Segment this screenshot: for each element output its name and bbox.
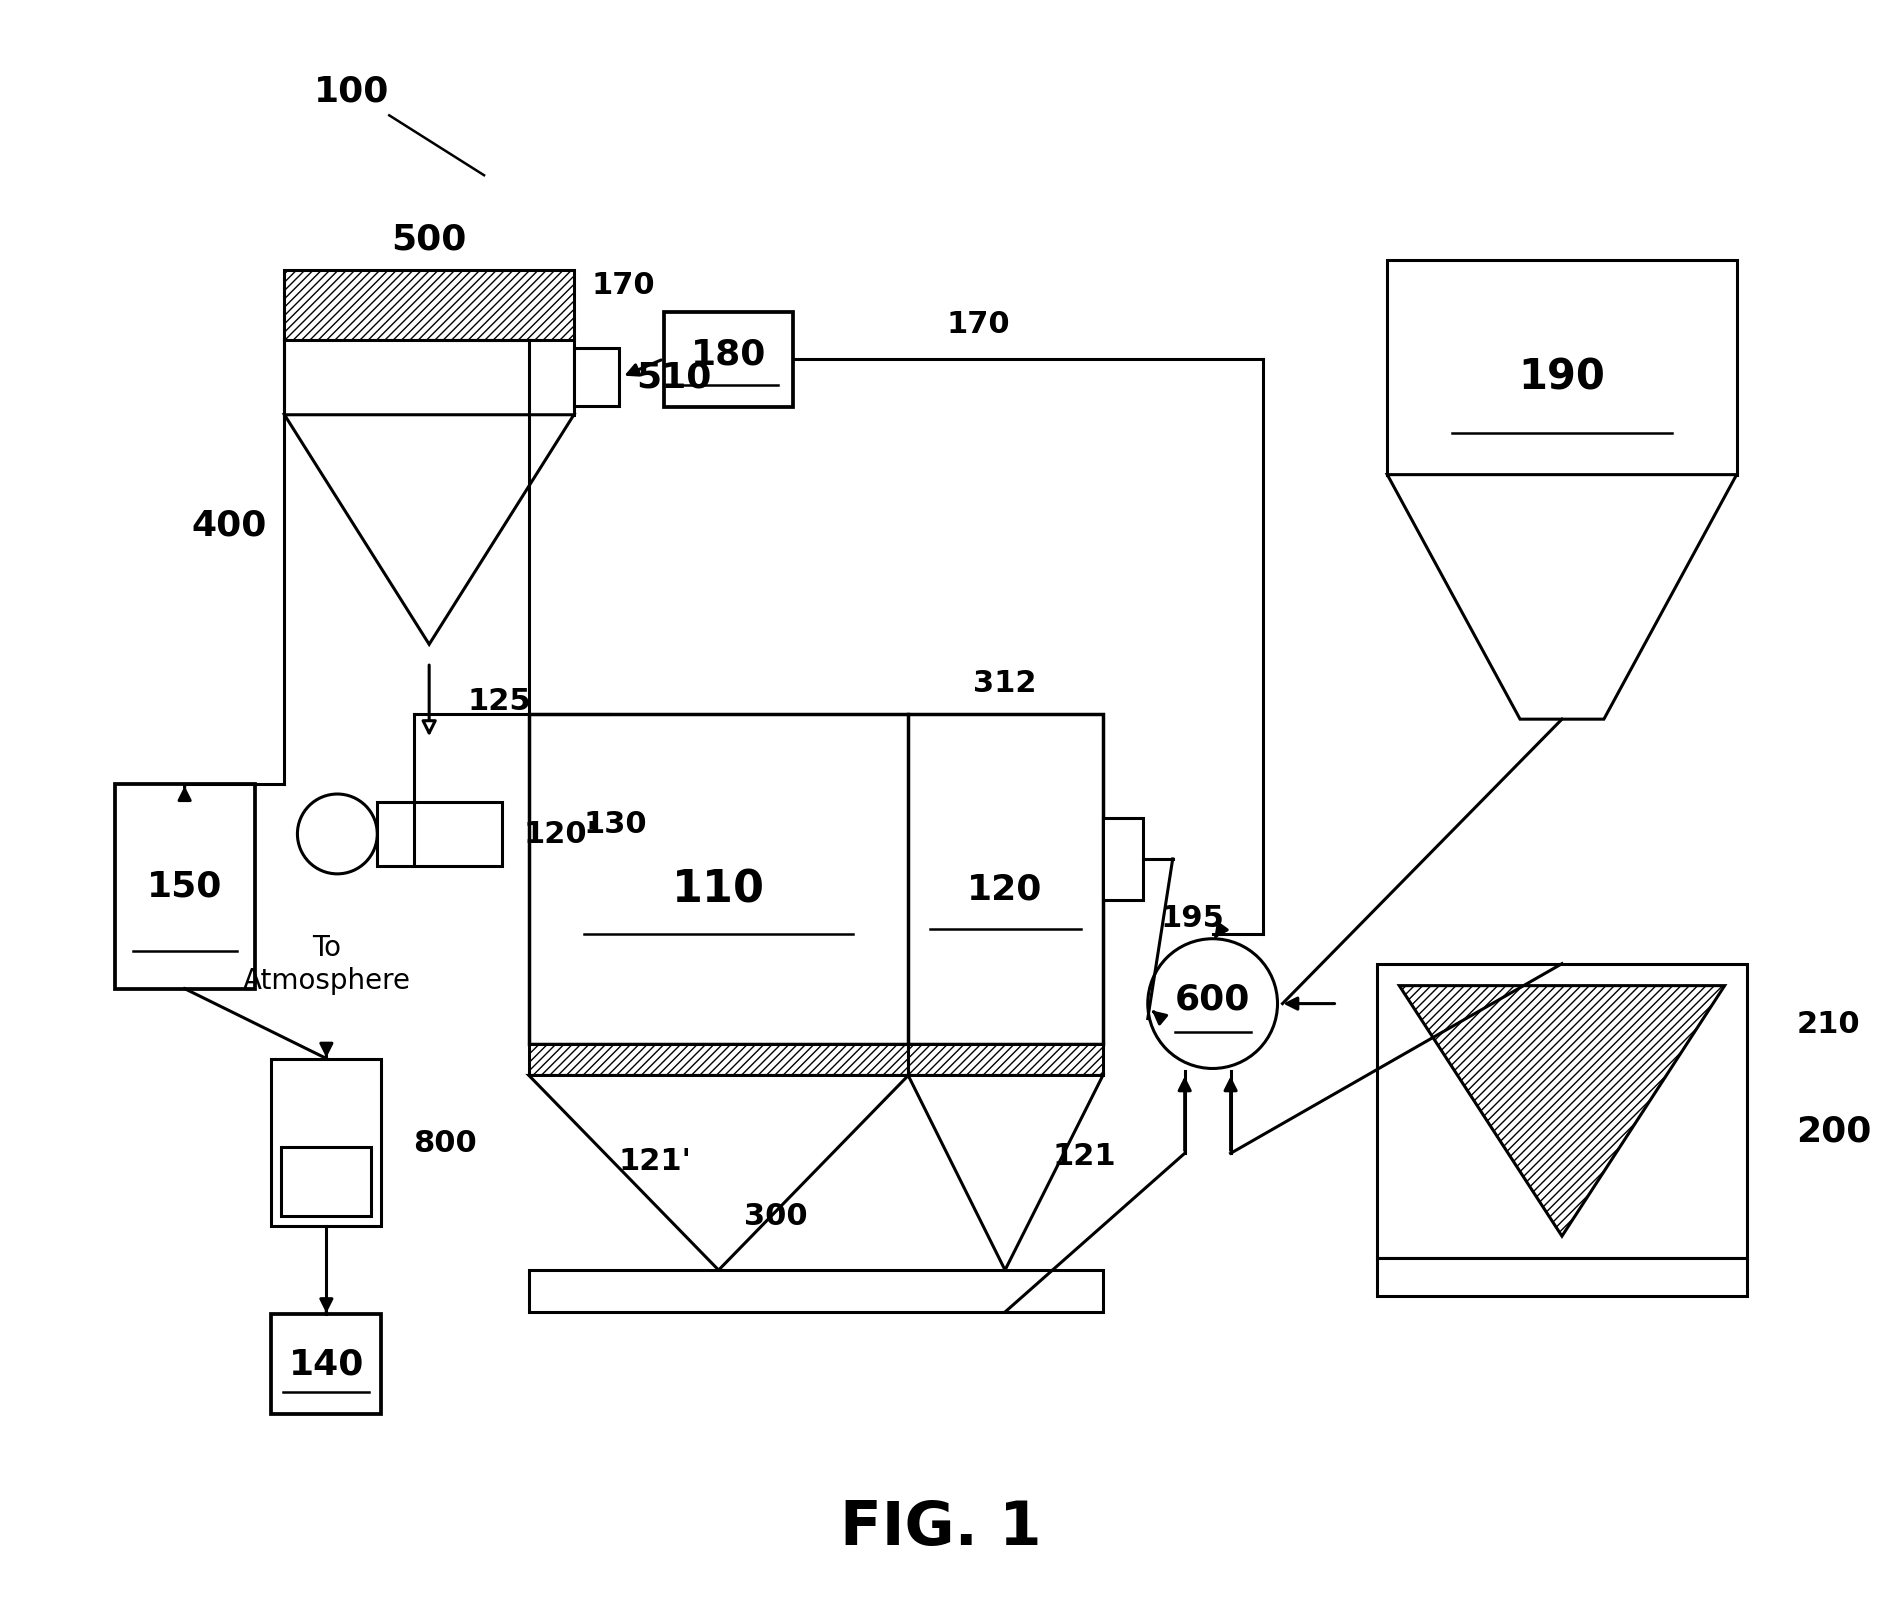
Text: 120: 120 bbox=[968, 872, 1044, 907]
Text: 190: 190 bbox=[1519, 356, 1606, 398]
Text: 170: 170 bbox=[593, 270, 655, 299]
Text: 110: 110 bbox=[672, 868, 764, 910]
Text: 312: 312 bbox=[974, 668, 1036, 697]
Bar bbox=[1378, 1258, 1747, 1297]
Bar bbox=[272, 1059, 381, 1226]
Text: 100: 100 bbox=[315, 74, 391, 108]
Bar bbox=[528, 714, 1102, 1043]
Text: 150: 150 bbox=[147, 870, 223, 904]
Text: To
Atmosphere: To Atmosphere bbox=[242, 934, 409, 993]
Text: 500: 500 bbox=[391, 221, 466, 255]
Text: 121: 121 bbox=[1053, 1141, 1117, 1170]
Bar bbox=[285, 271, 574, 340]
Bar bbox=[1387, 262, 1736, 475]
Circle shape bbox=[1147, 939, 1277, 1069]
Text: 510: 510 bbox=[636, 361, 711, 395]
Polygon shape bbox=[1400, 985, 1725, 1236]
Text: FIG. 1: FIG. 1 bbox=[840, 1497, 1042, 1557]
Text: 195: 195 bbox=[1161, 904, 1225, 933]
Polygon shape bbox=[1387, 475, 1736, 719]
Text: 210: 210 bbox=[1796, 1010, 1861, 1038]
Bar bbox=[1102, 819, 1144, 900]
Text: 125: 125 bbox=[468, 687, 530, 716]
Bar bbox=[908, 1043, 1102, 1075]
Bar bbox=[115, 785, 255, 989]
Bar bbox=[272, 1314, 381, 1414]
Bar bbox=[528, 1270, 1102, 1313]
Text: 121': 121' bbox=[619, 1146, 693, 1175]
Text: 600: 600 bbox=[1176, 982, 1251, 1016]
Text: 180: 180 bbox=[691, 337, 766, 372]
Bar bbox=[574, 348, 619, 406]
Bar bbox=[281, 1148, 372, 1217]
Bar bbox=[377, 802, 502, 867]
Text: 300: 300 bbox=[743, 1201, 808, 1229]
Polygon shape bbox=[285, 416, 574, 645]
Text: 800: 800 bbox=[413, 1128, 477, 1157]
Bar bbox=[285, 340, 574, 416]
Polygon shape bbox=[908, 1075, 1102, 1270]
Text: 130: 130 bbox=[583, 811, 647, 839]
Circle shape bbox=[298, 794, 377, 875]
Bar bbox=[528, 1043, 908, 1075]
Text: 200: 200 bbox=[1796, 1114, 1872, 1148]
Text: 400: 400 bbox=[192, 509, 268, 542]
Polygon shape bbox=[528, 1075, 908, 1270]
Text: 120': 120' bbox=[525, 820, 596, 849]
Text: 170: 170 bbox=[945, 310, 1010, 339]
Bar bbox=[1378, 965, 1747, 1258]
Text: 140: 140 bbox=[289, 1347, 364, 1380]
Bar bbox=[664, 313, 793, 408]
